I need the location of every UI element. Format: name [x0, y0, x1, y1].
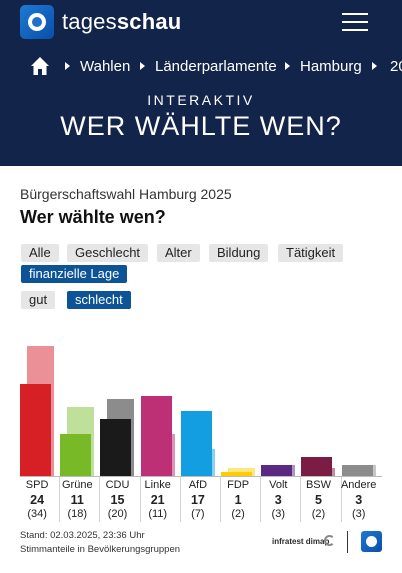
previous-result-label: (3): [351, 508, 366, 520]
previous-result-label: (11): [148, 508, 168, 520]
bar-current-andere[interactable]: [341, 464, 373, 476]
chevron-right-icon: [140, 62, 145, 70]
breadcrumb-item-year[interactable]: 20: [390, 58, 402, 75]
column-divider: [179, 476, 181, 522]
hero-kicker: INTERAKTIV: [147, 92, 255, 108]
chart-note: Stimmanteile in Bevölkerungsgruppen: [20, 544, 181, 555]
chart-baseline: [20, 476, 382, 477]
data-label: 1: [234, 493, 242, 507]
timestamp: Stand: 02.03.2025, 23:36 Uhr: [20, 530, 145, 541]
previous-result-label: (2): [311, 508, 326, 520]
bar-current-bsw[interactable]: [301, 456, 333, 476]
infratest-dimap-logo-icon: [324, 535, 335, 546]
breadcrumb-item-wahlen[interactable]: Wahlen: [80, 58, 131, 75]
home-icon[interactable]: [30, 56, 50, 76]
filter-tab-finanzielle-lage[interactable]: finanzielle Lage: [21, 265, 128, 283]
chevron-right-icon: [285, 62, 290, 70]
previous-result-label: (34): [27, 508, 47, 520]
source-label: infratest dimap: [272, 537, 330, 546]
bar-current-cdu[interactable]: [100, 418, 132, 476]
filter-tab-bildung[interactable]: Bildung: [209, 244, 269, 262]
tick-label: SPD: [25, 479, 49, 491]
previous-result-label: (7): [191, 508, 205, 520]
tick-label: BSW: [305, 479, 332, 491]
hamburger-menu-icon[interactable]: [342, 12, 368, 32]
column-divider: [340, 476, 342, 522]
footer-divider: [347, 531, 348, 553]
vote-share-bar-chart: SPD 24 (34) Grüne 11 (18) CDU 15 (20) Linke 21 (11)…: [0, 320, 402, 530]
section-heading: Wer wählte wen?: [20, 207, 166, 227]
filter-tab-taetigkeit[interactable]: Tätigkeit: [278, 244, 344, 262]
tick-label: Andere: [340, 479, 377, 491]
filter-option-schlecht[interactable]: schlecht: [67, 291, 131, 309]
data-label: 17: [190, 493, 205, 507]
breadcrumb: Wahlen Länderparlamente Hamburg 20: [30, 54, 402, 80]
filter-tab-geschlecht[interactable]: Geschlecht: [67, 244, 149, 262]
column-divider: [59, 476, 61, 522]
bar-current-linke[interactable]: [140, 395, 172, 476]
tagesschau-small-logo-icon: [361, 531, 382, 552]
tick-label: Linke: [144, 479, 171, 491]
site-header: tagesschau Wahlen Länderparlamente Hambu…: [0, 0, 402, 166]
breadcrumb-item-laenderparlamente[interactable]: Länderparlamente: [155, 58, 277, 75]
previous-result-label: (20): [107, 508, 128, 520]
data-label: 15: [110, 493, 125, 507]
tick-label: CDU: [105, 479, 130, 491]
tick-label: FDP: [227, 479, 250, 491]
column-divider: [139, 476, 141, 522]
tick-label: Grüne: [61, 479, 93, 491]
tick-label: AfD: [188, 479, 208, 491]
tick-label: Volt: [269, 479, 288, 491]
data-label: 3: [355, 493, 363, 507]
bar-current-grüne[interactable]: [60, 433, 92, 476]
data-label: 21: [150, 493, 165, 507]
data-label: 11: [70, 493, 84, 507]
column-divider: [220, 476, 221, 522]
data-label: 24: [30, 493, 45, 507]
bar-current-spd[interactable]: [20, 384, 51, 476]
brand-wordmark[interactable]: tagesschau: [62, 9, 182, 34]
tagesschau-logo-icon[interactable]: [20, 5, 54, 39]
column-divider: [260, 476, 262, 522]
filter-tab-alle[interactable]: Alle: [21, 244, 59, 262]
filter-option-gut[interactable]: gut: [21, 291, 56, 309]
previous-result-label: (2): [231, 508, 245, 520]
bar-current-volt[interactable]: [261, 464, 293, 476]
column-divider: [99, 476, 101, 522]
page-title: WER WÄHLTE WEN?: [60, 111, 342, 141]
chevron-right-icon: [372, 62, 377, 70]
previous-result-label: (18): [67, 508, 88, 520]
column-divider: [300, 476, 302, 522]
filter-tab-alter[interactable]: Alter: [157, 244, 200, 262]
chevron-right-icon: [65, 62, 70, 70]
bar-current-fdp[interactable]: [221, 472, 252, 476]
data-label: 3: [274, 493, 282, 507]
breadcrumb-item-hamburg[interactable]: Hamburg: [300, 58, 362, 75]
bar-current-afd[interactable]: [180, 410, 212, 476]
data-label: 5: [315, 493, 322, 507]
previous-result-label: (3): [271, 508, 285, 520]
election-subtitle: Bürgerschaftswahl Hamburg 2025: [20, 186, 232, 202]
